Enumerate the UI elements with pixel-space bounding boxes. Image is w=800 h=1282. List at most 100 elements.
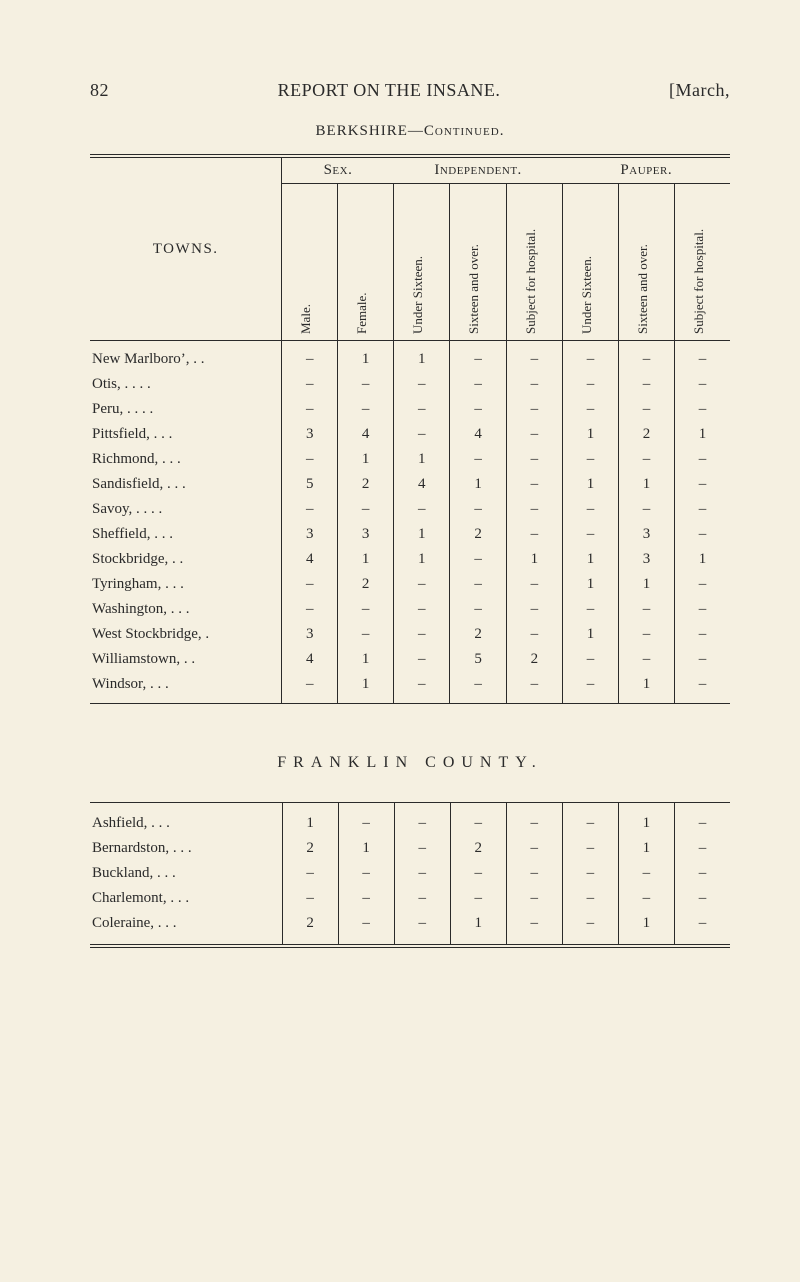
value-cell: –	[338, 497, 394, 522]
value-cell: –	[674, 472, 730, 497]
value-cell: –	[506, 597, 562, 622]
value-cell: –	[674, 497, 730, 522]
value-cell: –	[562, 803, 618, 837]
town-cell: Sheffield, . . .	[90, 522, 282, 547]
town-cell: Coleraine, . . .	[90, 911, 282, 946]
value-cell: –	[674, 597, 730, 622]
value-cell: 2	[282, 836, 338, 861]
value-cell: 5	[450, 647, 506, 672]
value-cell: –	[394, 911, 450, 946]
table-row: Savoy, . . . .––––––––	[90, 497, 730, 522]
value-cell: –	[674, 861, 730, 886]
value-cell: –	[338, 803, 394, 837]
col-header-label: Female.	[354, 292, 370, 334]
col-header: Under Sixteen.	[563, 184, 619, 341]
table-row: Coleraine, . . .2––1––1–	[90, 911, 730, 946]
value-cell: 1	[674, 547, 730, 572]
value-cell: –	[562, 911, 618, 946]
value-cell: –	[618, 647, 674, 672]
value-cell: –	[394, 886, 450, 911]
value-cell: –	[450, 497, 506, 522]
value-cell: –	[506, 372, 562, 397]
value-cell: –	[674, 341, 730, 373]
running-head: 82 REPORT ON THE INSANE. [March,	[90, 80, 730, 101]
value-cell: –	[563, 597, 619, 622]
value-cell: 1	[338, 672, 394, 704]
table-row: Pittsfield, . . .34–4–121	[90, 422, 730, 447]
value-cell: 1	[618, 672, 674, 704]
value-cell: –	[506, 422, 562, 447]
value-cell: 1	[338, 547, 394, 572]
value-cell: –	[338, 861, 394, 886]
value-cell: –	[338, 372, 394, 397]
value-cell: 1	[450, 911, 506, 946]
value-cell: 2	[338, 572, 394, 597]
value-cell: 2	[282, 911, 338, 946]
value-cell: –	[674, 886, 730, 911]
town-cell: Washington, . . .	[90, 597, 282, 622]
col-header-label: Male.	[298, 304, 314, 334]
value-cell: –	[282, 397, 338, 422]
value-cell: 5	[282, 472, 338, 497]
value-cell: 3	[282, 522, 338, 547]
value-cell: –	[506, 522, 562, 547]
value-cell: –	[674, 911, 730, 946]
table-row: Sandisfield, . . .5241–11–	[90, 472, 730, 497]
value-cell: –	[450, 447, 506, 472]
value-cell: 4	[394, 472, 450, 497]
value-cell: –	[563, 672, 619, 704]
value-cell: –	[338, 911, 394, 946]
value-cell: –	[506, 447, 562, 472]
value-cell: 1	[563, 472, 619, 497]
value-cell: 1	[618, 572, 674, 597]
town-cell: Stockbridge, . .	[90, 547, 282, 572]
value-cell: –	[563, 522, 619, 547]
value-cell: –	[618, 447, 674, 472]
value-cell: –	[506, 341, 562, 373]
value-cell: –	[338, 622, 394, 647]
value-cell: –	[338, 886, 394, 911]
value-cell: –	[394, 647, 450, 672]
value-cell: –	[338, 397, 394, 422]
value-cell: 1	[618, 472, 674, 497]
value-cell: –	[674, 372, 730, 397]
value-cell: –	[450, 397, 506, 422]
value-cell: –	[450, 886, 506, 911]
table-row: Stockbridge, . .411–1131	[90, 547, 730, 572]
value-cell: –	[618, 861, 674, 886]
town-cell: Savoy, . . . .	[90, 497, 282, 522]
col-header-label: Subject for hospital.	[523, 229, 539, 334]
value-cell: –	[394, 836, 450, 861]
value-cell: –	[394, 572, 450, 597]
value-cell: 1	[563, 622, 619, 647]
value-cell: 1	[394, 341, 450, 373]
value-cell: –	[450, 861, 506, 886]
value-cell: –	[506, 886, 562, 911]
value-cell: –	[618, 497, 674, 522]
town-cell: Bernardston, . . .	[90, 836, 282, 861]
value-cell: 1	[394, 547, 450, 572]
value-cell: –	[563, 447, 619, 472]
value-cell: –	[506, 672, 562, 704]
value-cell: 1	[674, 422, 730, 447]
value-cell: –	[674, 672, 730, 704]
value-cell: –	[506, 622, 562, 647]
value-cell: –	[450, 672, 506, 704]
town-cell: Peru, . . . .	[90, 397, 282, 422]
franklin-table: Ashfield, . . .1–––––1–Bernardston, . . …	[90, 802, 730, 948]
value-cell: –	[563, 372, 619, 397]
value-cell: –	[674, 447, 730, 472]
page-date: [March,	[669, 80, 730, 101]
group-independent: Independent.	[394, 156, 563, 184]
value-cell: 2	[450, 836, 506, 861]
table-row: Bernardston, . . .21–2––1–	[90, 836, 730, 861]
value-cell: –	[394, 497, 450, 522]
value-cell: –	[282, 447, 338, 472]
town-cell: Richmond, . . .	[90, 447, 282, 472]
value-cell: 1	[618, 911, 674, 946]
value-cell: –	[282, 886, 338, 911]
value-cell: –	[394, 861, 450, 886]
table-row: Windsor, . . .–1––––1–	[90, 672, 730, 704]
value-cell: 4	[282, 547, 338, 572]
value-cell: –	[563, 397, 619, 422]
